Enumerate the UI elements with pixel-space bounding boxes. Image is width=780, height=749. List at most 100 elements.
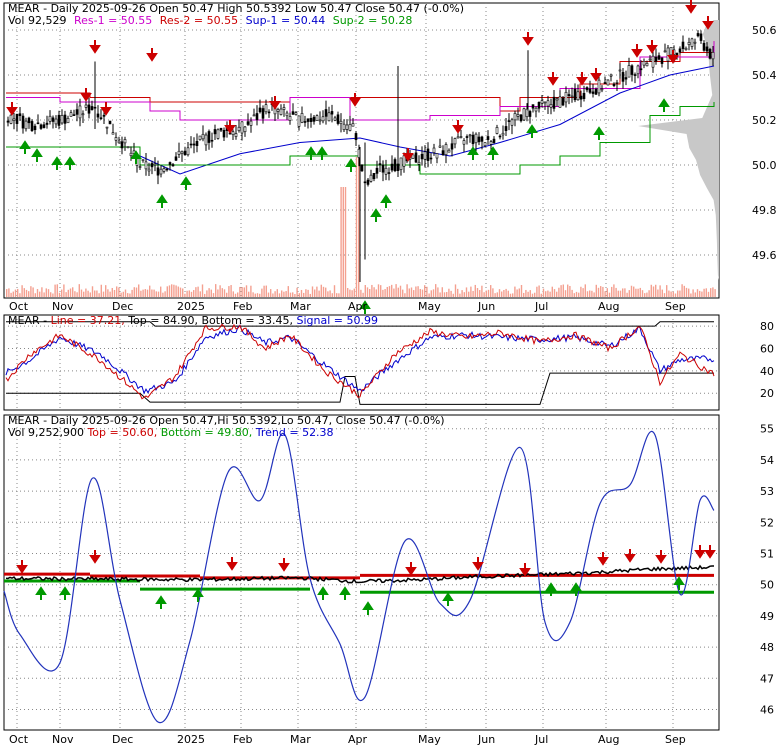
volume-bar (74, 291, 76, 297)
volume-bar (336, 293, 338, 297)
candle-body (234, 133, 238, 137)
price-panel (3, 2, 720, 299)
volume-bar (571, 289, 573, 297)
cycle-x-tick: Dec (112, 733, 133, 745)
candle-body (108, 120, 112, 125)
price-x-tick: Aug (598, 300, 619, 313)
candle-body (537, 102, 541, 109)
price-down-arrow (522, 32, 534, 46)
candle-body (168, 162, 172, 165)
price-down-arrow (89, 40, 101, 54)
candle-body (621, 72, 625, 82)
candle-body (378, 163, 382, 166)
candle-body (213, 129, 217, 135)
volume-bar (545, 291, 547, 297)
volume-bar (347, 287, 349, 297)
candle-body (300, 113, 304, 123)
volume-bar (91, 286, 94, 297)
cycle-up-arrow (317, 586, 329, 600)
cycle-up-arrow (673, 576, 685, 590)
volume-bar (459, 293, 461, 297)
candle-body (654, 56, 658, 62)
volume-bar (135, 287, 138, 297)
candle-body (531, 104, 535, 109)
volume-bar (509, 293, 512, 297)
candle-body (615, 82, 619, 84)
price-down-arrow (547, 72, 559, 86)
cycle-trend-line (3, 431, 715, 724)
volume-bar (606, 288, 608, 297)
volume-bar (261, 288, 263, 297)
volume-bar (402, 289, 404, 297)
candle-body (153, 163, 157, 166)
candle-body (27, 117, 31, 124)
volume-bar (173, 284, 175, 297)
candle-body (501, 132, 505, 136)
volume-bar (553, 289, 556, 297)
candle-body (267, 111, 271, 114)
volume-bar (655, 284, 657, 297)
candle-body (708, 49, 712, 59)
candle-body (477, 136, 481, 143)
volume-profile (638, 20, 719, 280)
volume-bar (190, 291, 193, 297)
candle-body (150, 163, 154, 168)
volume-bar (153, 289, 155, 297)
price-up-arrow (658, 98, 670, 112)
price-candles (6, 30, 715, 282)
volume-bar (171, 284, 173, 297)
volume-bar (547, 290, 549, 297)
volume-bar (701, 291, 703, 297)
cycle-up-arrow (339, 586, 351, 600)
volume-bar (193, 290, 195, 297)
volume-bar (604, 291, 606, 297)
stochastic-top-value: Top = 84.90, (127, 314, 201, 327)
cycle-up-arrow (442, 592, 454, 606)
candle-body (486, 136, 490, 140)
volume-bar (470, 286, 472, 297)
volume-bar (373, 287, 375, 297)
volume-bar (164, 291, 166, 297)
volume-bar (428, 293, 430, 297)
price-down-arrow (269, 96, 281, 110)
cycle-top-value: Top = 50.60, (86, 426, 160, 439)
volume-bar (94, 290, 96, 297)
candle-body (525, 108, 529, 118)
volume-bar (316, 286, 318, 297)
candle-body (636, 65, 640, 75)
volume-bar (21, 285, 23, 297)
candle-body (444, 144, 448, 155)
price-up-arrow (370, 208, 382, 222)
volume-bar (408, 288, 410, 297)
volume-bar (300, 289, 303, 297)
candle-body (39, 124, 43, 129)
candle-body (315, 115, 319, 121)
volume-bar (197, 286, 199, 297)
volume-profile-area (638, 20, 719, 280)
volume-bar (131, 289, 133, 297)
candle-body (291, 111, 295, 115)
volume-bar (230, 285, 232, 297)
volume-bar (138, 284, 140, 297)
volume-bar (19, 293, 21, 297)
candle-body (375, 167, 379, 174)
candle-body (321, 116, 325, 122)
volume-bar (287, 286, 289, 297)
volume-bar (8, 288, 10, 297)
cycle-bottom-value: Bottom = 49.80, (161, 426, 256, 439)
price-x-tick: Feb (233, 300, 252, 313)
cycle-lines (3, 431, 715, 724)
cycle-down-arrow (472, 557, 484, 571)
candle-body (210, 139, 214, 142)
volume-bar (353, 288, 355, 297)
candle-body (36, 122, 40, 125)
volume-bar (375, 289, 377, 297)
cycle-y-tick: 48 (760, 641, 774, 654)
stochastic-header: MEAR - Line = 37.21, Top = 84.90, Bottom… (8, 314, 378, 327)
candle-body (567, 94, 571, 97)
candle-body (570, 95, 574, 98)
candle-body (222, 130, 226, 138)
volume-bar (327, 291, 329, 297)
cycle-down-arrow (704, 545, 716, 559)
volume-bar (536, 286, 538, 297)
